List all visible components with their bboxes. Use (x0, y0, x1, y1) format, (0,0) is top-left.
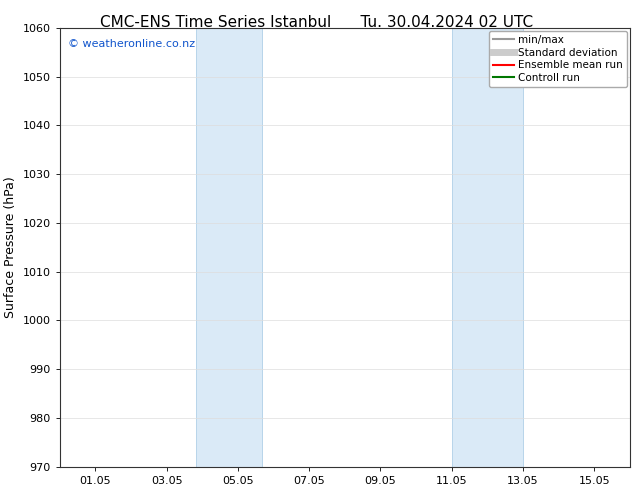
Bar (451, 28, 523, 467)
Text: CMC-ENS Time Series Istanbul      Tu. 30.04.2024 02 UTC: CMC-ENS Time Series Istanbul Tu. 30.04.2… (100, 15, 534, 30)
Bar (197, 28, 262, 467)
Y-axis label: Surface Pressure (hPa): Surface Pressure (hPa) (4, 176, 17, 318)
Text: © weatheronline.co.nz: © weatheronline.co.nz (68, 39, 195, 49)
Legend: min/max, Standard deviation, Ensemble mean run, Controll run: min/max, Standard deviation, Ensemble me… (489, 31, 626, 87)
